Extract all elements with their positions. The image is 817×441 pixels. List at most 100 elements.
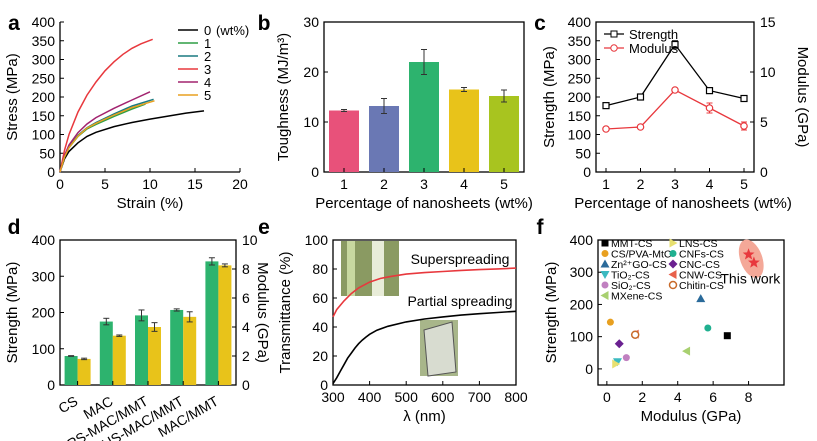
panel-d-ytick-right-label: 10 (242, 232, 258, 248)
panel-e-xlabel: λ (nm) (403, 408, 446, 425)
panel-a-axes (59, 22, 240, 173)
panel-c-ytick-label: 350 (568, 33, 592, 49)
panel-d-ytick-right-label: 4 (242, 319, 250, 335)
panel-c-ytick-right-label: 15 (760, 14, 776, 30)
panel-c-marker-Strength (740, 94, 748, 103)
panel-f-legend-marker (668, 259, 678, 269)
panel-a-series-0 (59, 110, 205, 173)
panel-letter-f: f (537, 216, 545, 239)
panel-f-legend-label: MMT-CS (611, 238, 652, 250)
panel-b-bar-2 (369, 106, 399, 172)
panel-d-ytick-label: 400 (32, 232, 56, 248)
panel-e-series-superspreading (332, 267, 517, 318)
panel-f-xtick-label: 4 (674, 389, 682, 405)
panel-e-ytick-label: 20 (312, 348, 328, 364)
panel-f-legend-marker (669, 250, 677, 257)
panel-e-xtick-label: 400 (358, 389, 382, 405)
panel-a-xtick-label: 0 (56, 176, 64, 192)
panel-e-inset-photo-superspreading (372, 241, 384, 296)
panel-e-xtick-label: 500 (395, 389, 419, 405)
panel-a-ytick-label: 100 (32, 127, 56, 143)
panel-f-annotation: This work (720, 271, 781, 287)
panel-c-marker-Strength (636, 93, 645, 101)
panel-c-xtick-label: 3 (671, 176, 679, 192)
panel-a-ytick-label: 300 (32, 52, 56, 68)
panel-f-frame (597, 239, 785, 386)
panel-f-point-chitin-cs (630, 330, 640, 339)
panel-e-ytick-label: 80 (312, 261, 328, 277)
panel-b-xtick-label-5: 5 (500, 176, 508, 192)
panel-f-legend-label: TiO₂-CS (611, 270, 650, 282)
panel-a-ytick-label: 400 (32, 14, 56, 30)
panel-a-legend-label-0: 0 (204, 23, 211, 38)
panel-c-ytick-label: 150 (568, 108, 592, 124)
panel-b-xtick-label-4: 4 (460, 176, 468, 192)
panel-f-ytick-label: 0 (585, 361, 593, 377)
panel-b-ytick-label: 0 (311, 164, 319, 180)
panel-f-point-tio-cs (612, 358, 622, 367)
panel-c-legend-label-Modulus: Modulus (629, 41, 679, 56)
panel-b-xlabel: Percentage of nanosheets (wt%) (315, 195, 533, 212)
panel-f-ytick-label: 300 (570, 264, 594, 280)
panel-a-xtick-label: 5 (101, 176, 109, 192)
panel-letter-d: d (8, 216, 21, 239)
panel-d-ytick-label: 0 (47, 377, 55, 393)
panel-e-frame (332, 239, 517, 386)
panel-f-legend-marker (601, 250, 609, 257)
panel-e-xtick-label: 300 (321, 389, 345, 405)
panel-f-legend-label: CS/PVA-MtC (611, 249, 672, 261)
panel-f-legend-label: CNW-CS (679, 270, 722, 282)
panel-f-point-this-work (742, 248, 755, 260)
panel-c-ytick-label: 0 (583, 164, 591, 180)
panel-e-ytick-label: 40 (312, 319, 328, 335)
panel-f-legend-label: CNFs-CS (679, 249, 724, 261)
panel-e-xtick-label: 800 (504, 389, 528, 405)
panel-letter-b: b (258, 12, 271, 35)
panel-b-bar-3 (409, 62, 439, 172)
panel-a-xlabel: Strain (%) (117, 195, 184, 212)
panel-c-marker-Strength (602, 102, 610, 110)
panel-d-bar-modulus-MAC (112, 335, 126, 385)
panel-c-marker-Modulus (740, 122, 748, 130)
panel-b-bar-4 (449, 89, 479, 172)
panel-a-series-5 (59, 100, 155, 173)
panel-a-series-4 (59, 91, 151, 173)
panel-f-legend-marker (600, 271, 610, 279)
panel-f-ytick-label: 100 (570, 329, 594, 345)
panel-a-series-2 (59, 98, 154, 173)
panel-d-ytick-right-label: 2 (242, 348, 250, 364)
panel-c-ytick-label: 300 (568, 52, 592, 68)
panel-c-legend-marker (610, 44, 618, 52)
panel-f-ytick-label: 400 (570, 232, 594, 248)
panel-c-marker-Modulus (636, 123, 645, 131)
panel-e-label-superspreading: Superspreading (411, 251, 510, 267)
panel-a-ytick-label: 350 (32, 33, 56, 49)
panel-a-series-3 (59, 38, 153, 173)
panel-c-marker-Modulus (602, 125, 610, 133)
panel-f-xtick-label: 0 (603, 389, 611, 405)
panel-d-ytick-right-label: 6 (242, 290, 250, 306)
panel-b-ytick-label: 20 (303, 64, 319, 80)
panel-f-legend-marker (601, 239, 609, 247)
panel-a-ytick-label: 150 (32, 108, 56, 124)
panel-c-marker-Strength (671, 40, 679, 49)
panel-a-xtick-label: 10 (142, 176, 158, 192)
panel-f-point-mxene-cs (682, 346, 691, 356)
panel-e-ytick-label: 60 (312, 290, 328, 306)
panel-d-ytick-label: 100 (32, 341, 56, 357)
panel-f-legend-label: Chitin-CS (679, 280, 724, 292)
panel-e-ytick-label: 100 (305, 232, 329, 248)
panel-f-point-lns-cs (612, 359, 621, 369)
panel-d-bar-modulus-PS-MAC/MMT (148, 327, 161, 385)
panel-d-bar-strength-PS-MAC/MMT (135, 315, 148, 385)
panel-f-legend-marker (669, 238, 678, 248)
panel-a-ytick-label: 250 (32, 70, 56, 86)
panel-e-label-partial-spreading: Partial spreading (407, 293, 512, 309)
panel-c-xtick-label: 1 (602, 176, 610, 192)
panel-c-ytick-label: 250 (568, 70, 592, 86)
panel-f-xtick-label: 8 (745, 389, 753, 405)
panel-a-legend-label-4: 4 (204, 75, 211, 90)
panel-d-ytick-label: 300 (32, 268, 56, 284)
panel-d-ytick-right-label: 8 (242, 261, 250, 277)
panel-letter-c: c (534, 12, 546, 35)
